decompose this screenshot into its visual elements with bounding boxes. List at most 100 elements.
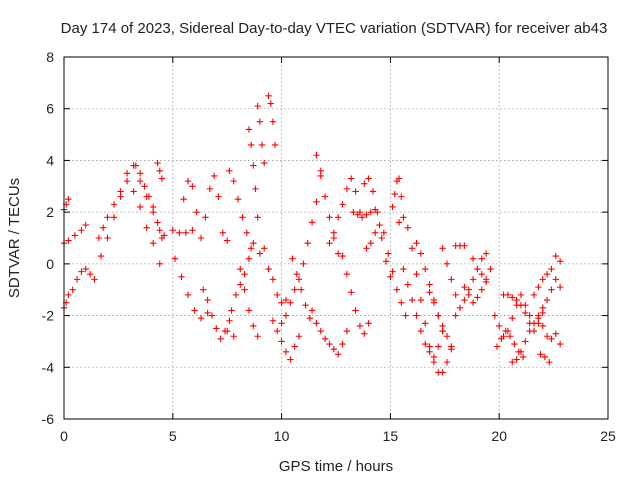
data-point xyxy=(150,239,157,247)
data-point xyxy=(313,152,320,159)
data-point xyxy=(398,299,405,306)
data-point xyxy=(293,271,301,278)
data-point xyxy=(378,234,385,242)
data-point xyxy=(465,291,472,299)
data-point xyxy=(400,214,407,221)
data-point xyxy=(487,265,494,273)
data-point xyxy=(154,159,161,167)
data-point xyxy=(343,185,351,193)
data-point xyxy=(546,358,553,366)
data-point xyxy=(448,345,455,353)
data-point xyxy=(365,175,372,182)
data-point xyxy=(435,343,442,350)
data-point xyxy=(65,196,72,203)
data-point xyxy=(256,118,264,125)
data-point xyxy=(241,286,248,293)
data-point xyxy=(291,286,298,293)
data-point xyxy=(448,276,455,283)
data-point xyxy=(219,229,227,237)
data-point xyxy=(226,167,233,174)
data-point xyxy=(374,208,381,216)
data-point xyxy=(321,335,329,343)
data-point xyxy=(69,286,76,293)
data-point xyxy=(474,294,481,301)
x-tick-label: 25 xyxy=(600,428,616,444)
data-point xyxy=(511,340,518,348)
data-point xyxy=(250,162,257,169)
data-point xyxy=(354,211,361,218)
data-point xyxy=(408,296,416,304)
data-point xyxy=(535,312,542,319)
data-point xyxy=(363,245,370,252)
data-point xyxy=(461,242,468,249)
data-point xyxy=(548,335,555,343)
data-point xyxy=(452,291,459,299)
data-point xyxy=(389,268,396,275)
data-point xyxy=(380,229,388,237)
data-point xyxy=(352,188,359,195)
data-point xyxy=(422,320,429,327)
data-point xyxy=(482,278,490,286)
data-point xyxy=(548,286,555,293)
data-point xyxy=(150,203,157,211)
data-point xyxy=(371,229,379,237)
data-point xyxy=(321,193,329,200)
data-point xyxy=(171,255,179,262)
data-point xyxy=(73,276,81,283)
data-point xyxy=(339,201,346,208)
x-tick-label: 0 xyxy=(60,428,68,444)
data-point xyxy=(241,271,248,278)
data-point xyxy=(99,224,107,231)
data-point xyxy=(110,214,118,221)
y-axis-label: SDTVAR / TECUs xyxy=(6,178,23,298)
data-point xyxy=(289,255,296,262)
data-point xyxy=(230,177,237,185)
data-point xyxy=(130,188,137,195)
x-tick-label: 20 xyxy=(491,428,507,444)
data-point xyxy=(556,283,564,291)
data-point xyxy=(215,193,222,200)
data-point xyxy=(326,340,333,348)
data-point xyxy=(156,260,163,268)
data-point xyxy=(189,183,196,190)
data-point xyxy=(308,219,316,226)
data-point xyxy=(356,322,364,330)
data-point xyxy=(271,141,279,149)
data-point xyxy=(517,348,525,355)
data-point xyxy=(237,265,244,273)
data-point xyxy=(65,237,72,244)
data-point xyxy=(143,224,150,231)
data-point xyxy=(313,320,320,327)
data-point xyxy=(252,185,259,193)
data-point xyxy=(417,296,425,304)
data-point xyxy=(493,343,501,350)
data-point xyxy=(376,221,383,229)
data-point xyxy=(435,312,442,319)
data-point xyxy=(552,252,559,260)
data-point xyxy=(136,177,144,185)
data-point xyxy=(228,307,235,314)
data-point xyxy=(287,299,294,306)
data-point xyxy=(552,330,559,337)
data-point xyxy=(426,289,433,296)
data-point xyxy=(247,245,255,252)
axis-ticks: 0 5 10 15 20 25 -6 -4 -2 0 2 4 6 8 xyxy=(42,49,616,444)
data-point xyxy=(260,159,268,167)
data-point xyxy=(361,330,368,337)
data-point xyxy=(539,322,546,330)
data-point xyxy=(82,265,89,273)
data-point xyxy=(123,177,131,185)
data-point xyxy=(334,214,342,221)
data-point xyxy=(145,193,153,200)
data-point xyxy=(439,369,446,376)
data-point xyxy=(509,314,516,322)
x-axis-label: GPS time / hours xyxy=(279,458,393,475)
data-point xyxy=(517,302,525,309)
y-tick-label: -2 xyxy=(42,308,55,324)
data-point xyxy=(502,327,509,335)
data-point xyxy=(176,229,183,237)
data-point xyxy=(413,239,420,247)
x-tick-label: 15 xyxy=(383,428,399,444)
data-point xyxy=(295,276,303,283)
